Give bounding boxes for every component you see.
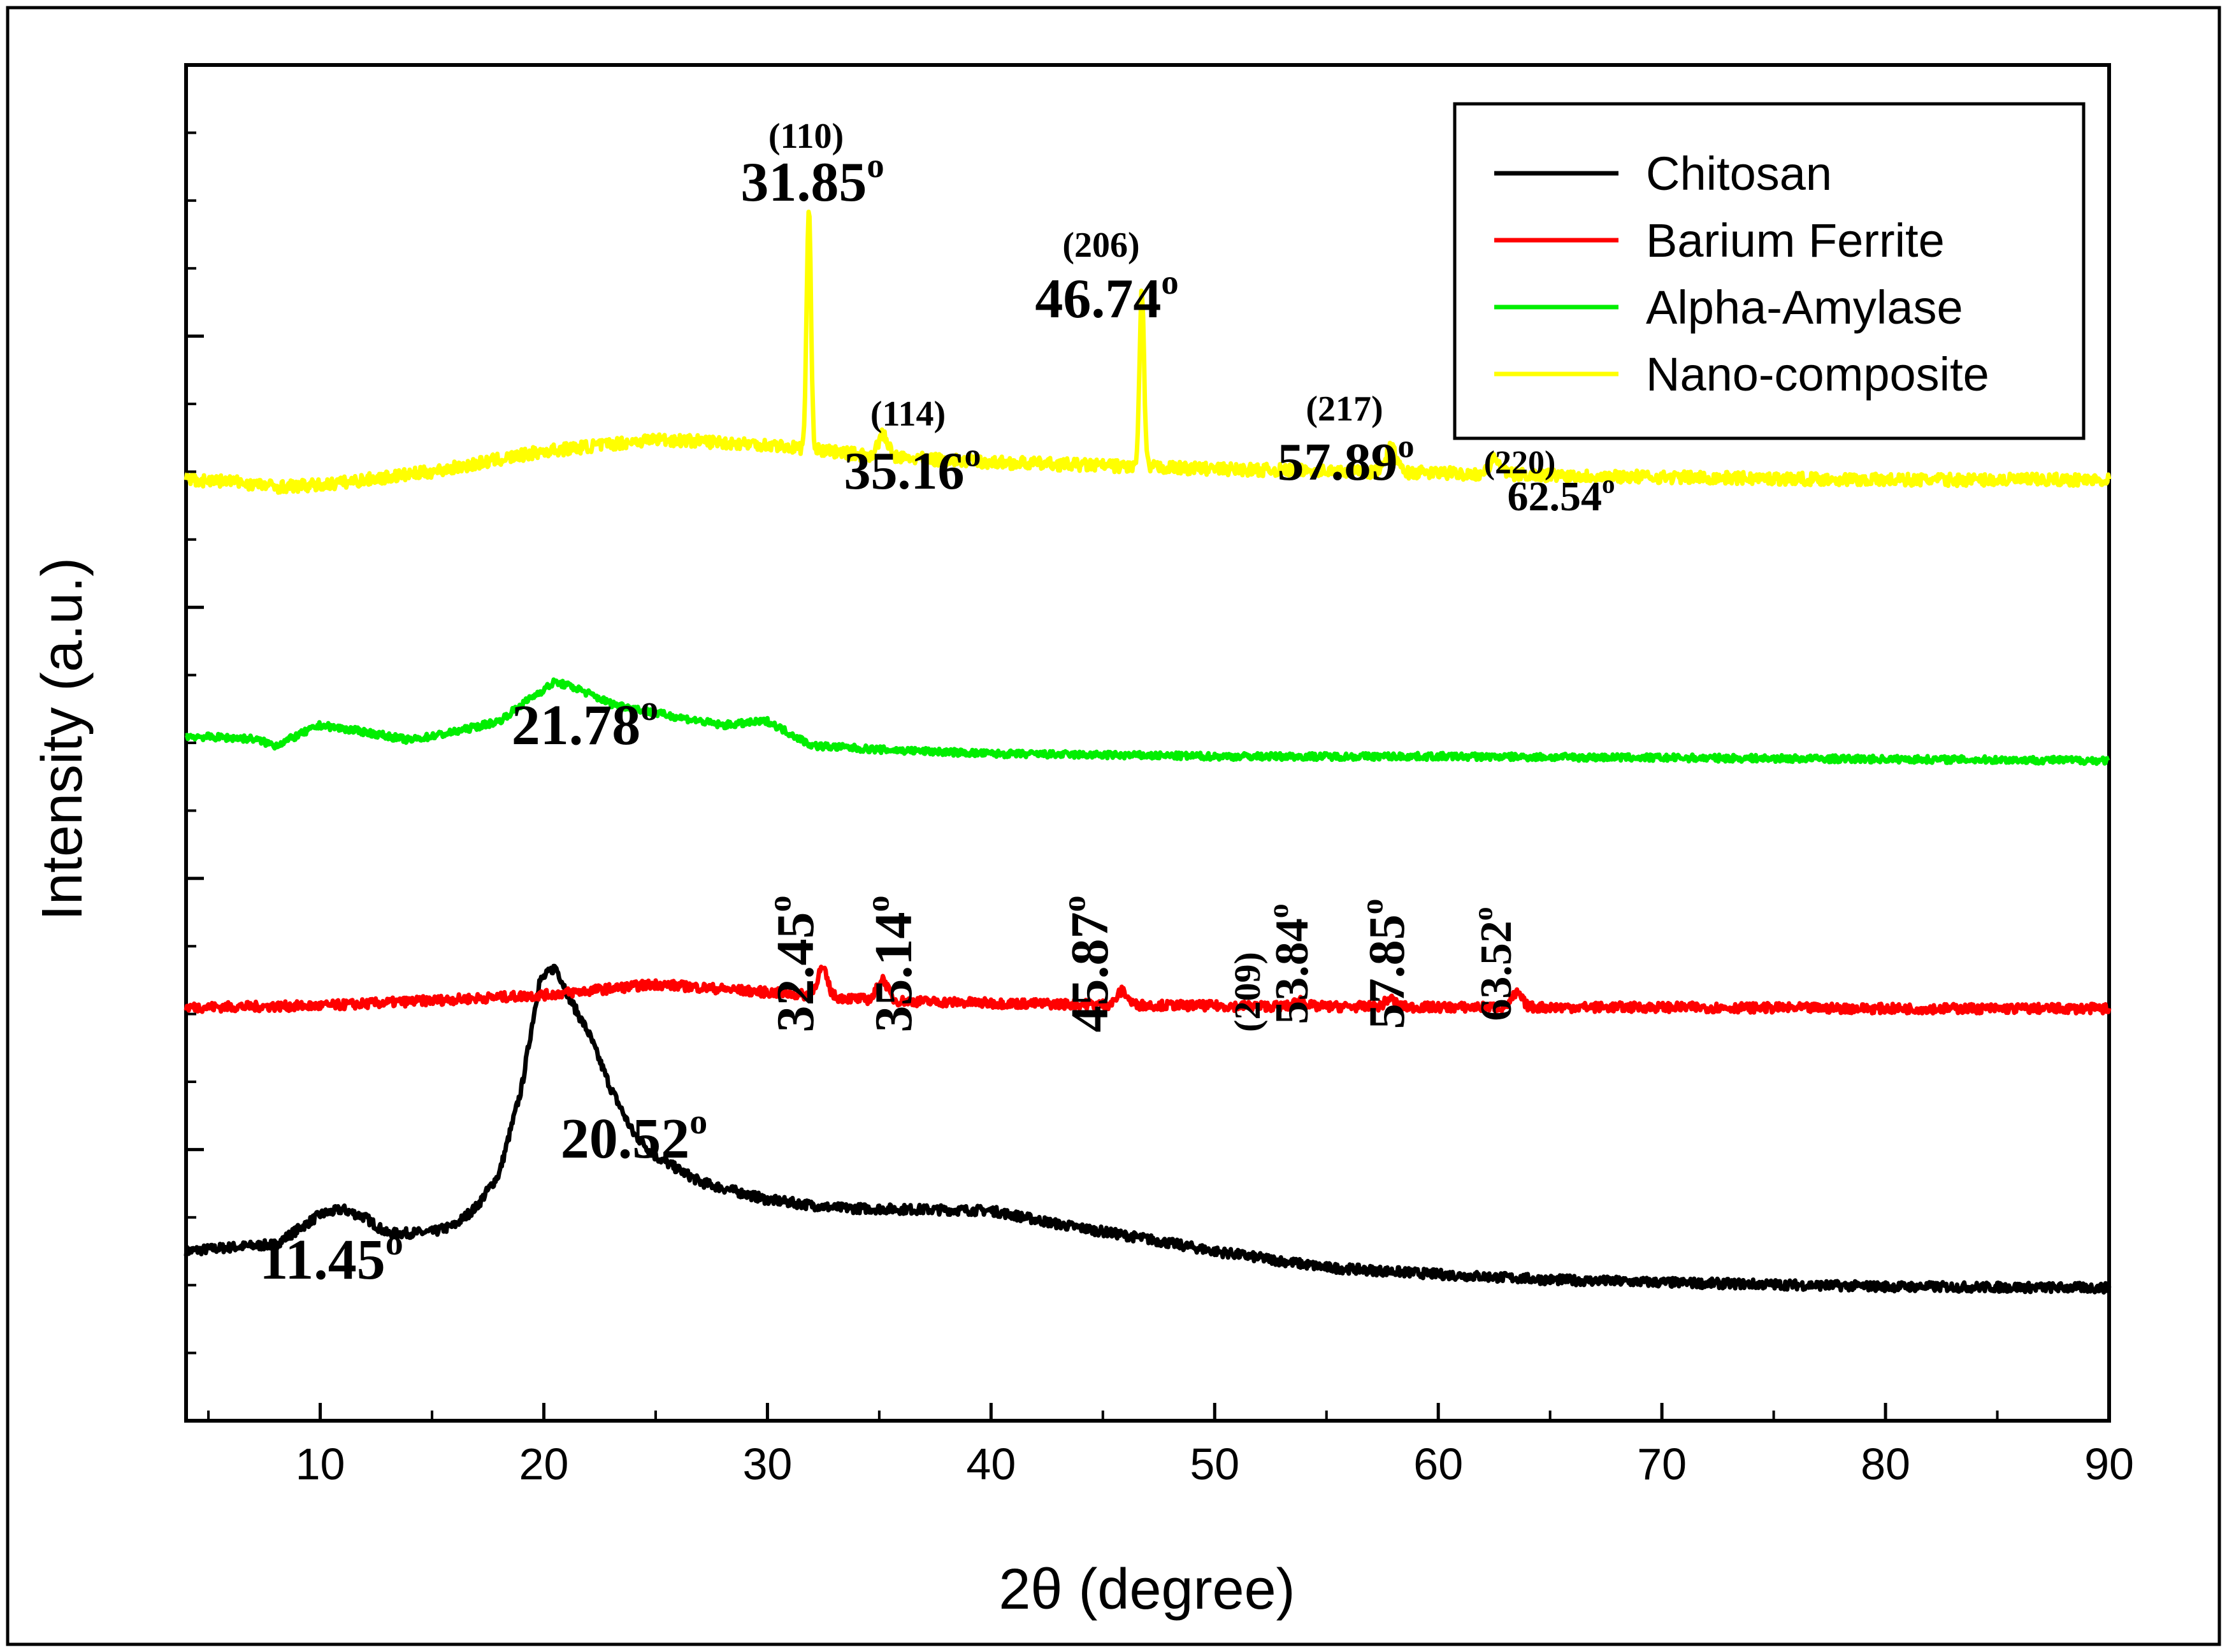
legend-box xyxy=(1453,102,2086,440)
x-tick-label: 90 xyxy=(2084,1439,2134,1489)
y-axis-title: Intensity (a.u.) xyxy=(31,557,94,921)
x-tick-label: 70 xyxy=(1637,1439,1687,1489)
peak-label: 21.78o xyxy=(512,689,658,757)
peak-label: 35.14o xyxy=(860,895,923,1032)
ticks-layer xyxy=(186,63,2111,1423)
peak-label: 53.84o xyxy=(1262,903,1318,1024)
peak-hkl-label: (220) xyxy=(1484,445,1556,481)
legend-label: Nano-composite xyxy=(1646,348,1989,401)
peak-label: 46.74o xyxy=(1035,262,1178,330)
series-line-nano-composite xyxy=(184,210,2112,495)
peak-hkl-label: (206) xyxy=(1062,226,1139,265)
x-tick-label: 30 xyxy=(742,1439,792,1489)
legend-label: Chitosan xyxy=(1646,147,1832,200)
x-axis-title: 2θ (degree) xyxy=(998,1558,1295,1621)
legend-label: Alpha-Amylase xyxy=(1646,281,1963,334)
x-tick-label: 80 xyxy=(1861,1439,1910,1489)
series-layer xyxy=(184,210,2112,1295)
x-tick-label: 40 xyxy=(966,1439,1016,1489)
series-line-chitosan xyxy=(184,963,2112,1295)
x-tick-label: 60 xyxy=(1413,1439,1463,1489)
peak-label: 32.45o xyxy=(762,895,825,1032)
peak-label: 11.45o xyxy=(259,1223,403,1291)
legend-items: Chitosan Barium Ferrite Alpha-Amylase Nano-… xyxy=(1494,147,1989,401)
peak-label: 62.54o xyxy=(1508,470,1615,520)
peak-hkl-label: (114) xyxy=(870,394,946,434)
peak-label: 57.85o xyxy=(1354,899,1415,1030)
x-tick-label: 50 xyxy=(1190,1439,1239,1489)
peak-annotations: 11.45o 20.52o 32.45o 35.14o 45.87o 53.84o(209… xyxy=(259,117,1615,1291)
peak-label: 20.52o xyxy=(561,1102,707,1170)
peak-hkl-label: (217) xyxy=(1306,389,1383,429)
peak-hkl-label: (209) xyxy=(1227,952,1268,1032)
peak-label: 45.87o xyxy=(1056,895,1120,1032)
x-tick-label: 20 xyxy=(519,1439,569,1489)
peak-label: 31.85o xyxy=(740,146,884,213)
series-line-barium-ferrite xyxy=(184,965,2112,1016)
legend: Chitosan Barium Ferrite Alpha-Amylase Nano-… xyxy=(1453,102,2086,440)
peak-hkl-label: (110) xyxy=(768,117,844,156)
x-tick-label: 10 xyxy=(296,1439,345,1489)
x-tick-labels: 10 20 30 40 50 60 70 80 90 xyxy=(296,1439,2134,1489)
peak-label: 63.52o xyxy=(1468,907,1521,1021)
peak-label: 35.16o xyxy=(844,438,981,501)
legend-label: Barium Ferrite xyxy=(1646,214,1945,267)
peak-label: 57.89o xyxy=(1277,429,1414,492)
series-line-alpha-amylase xyxy=(184,677,2111,766)
